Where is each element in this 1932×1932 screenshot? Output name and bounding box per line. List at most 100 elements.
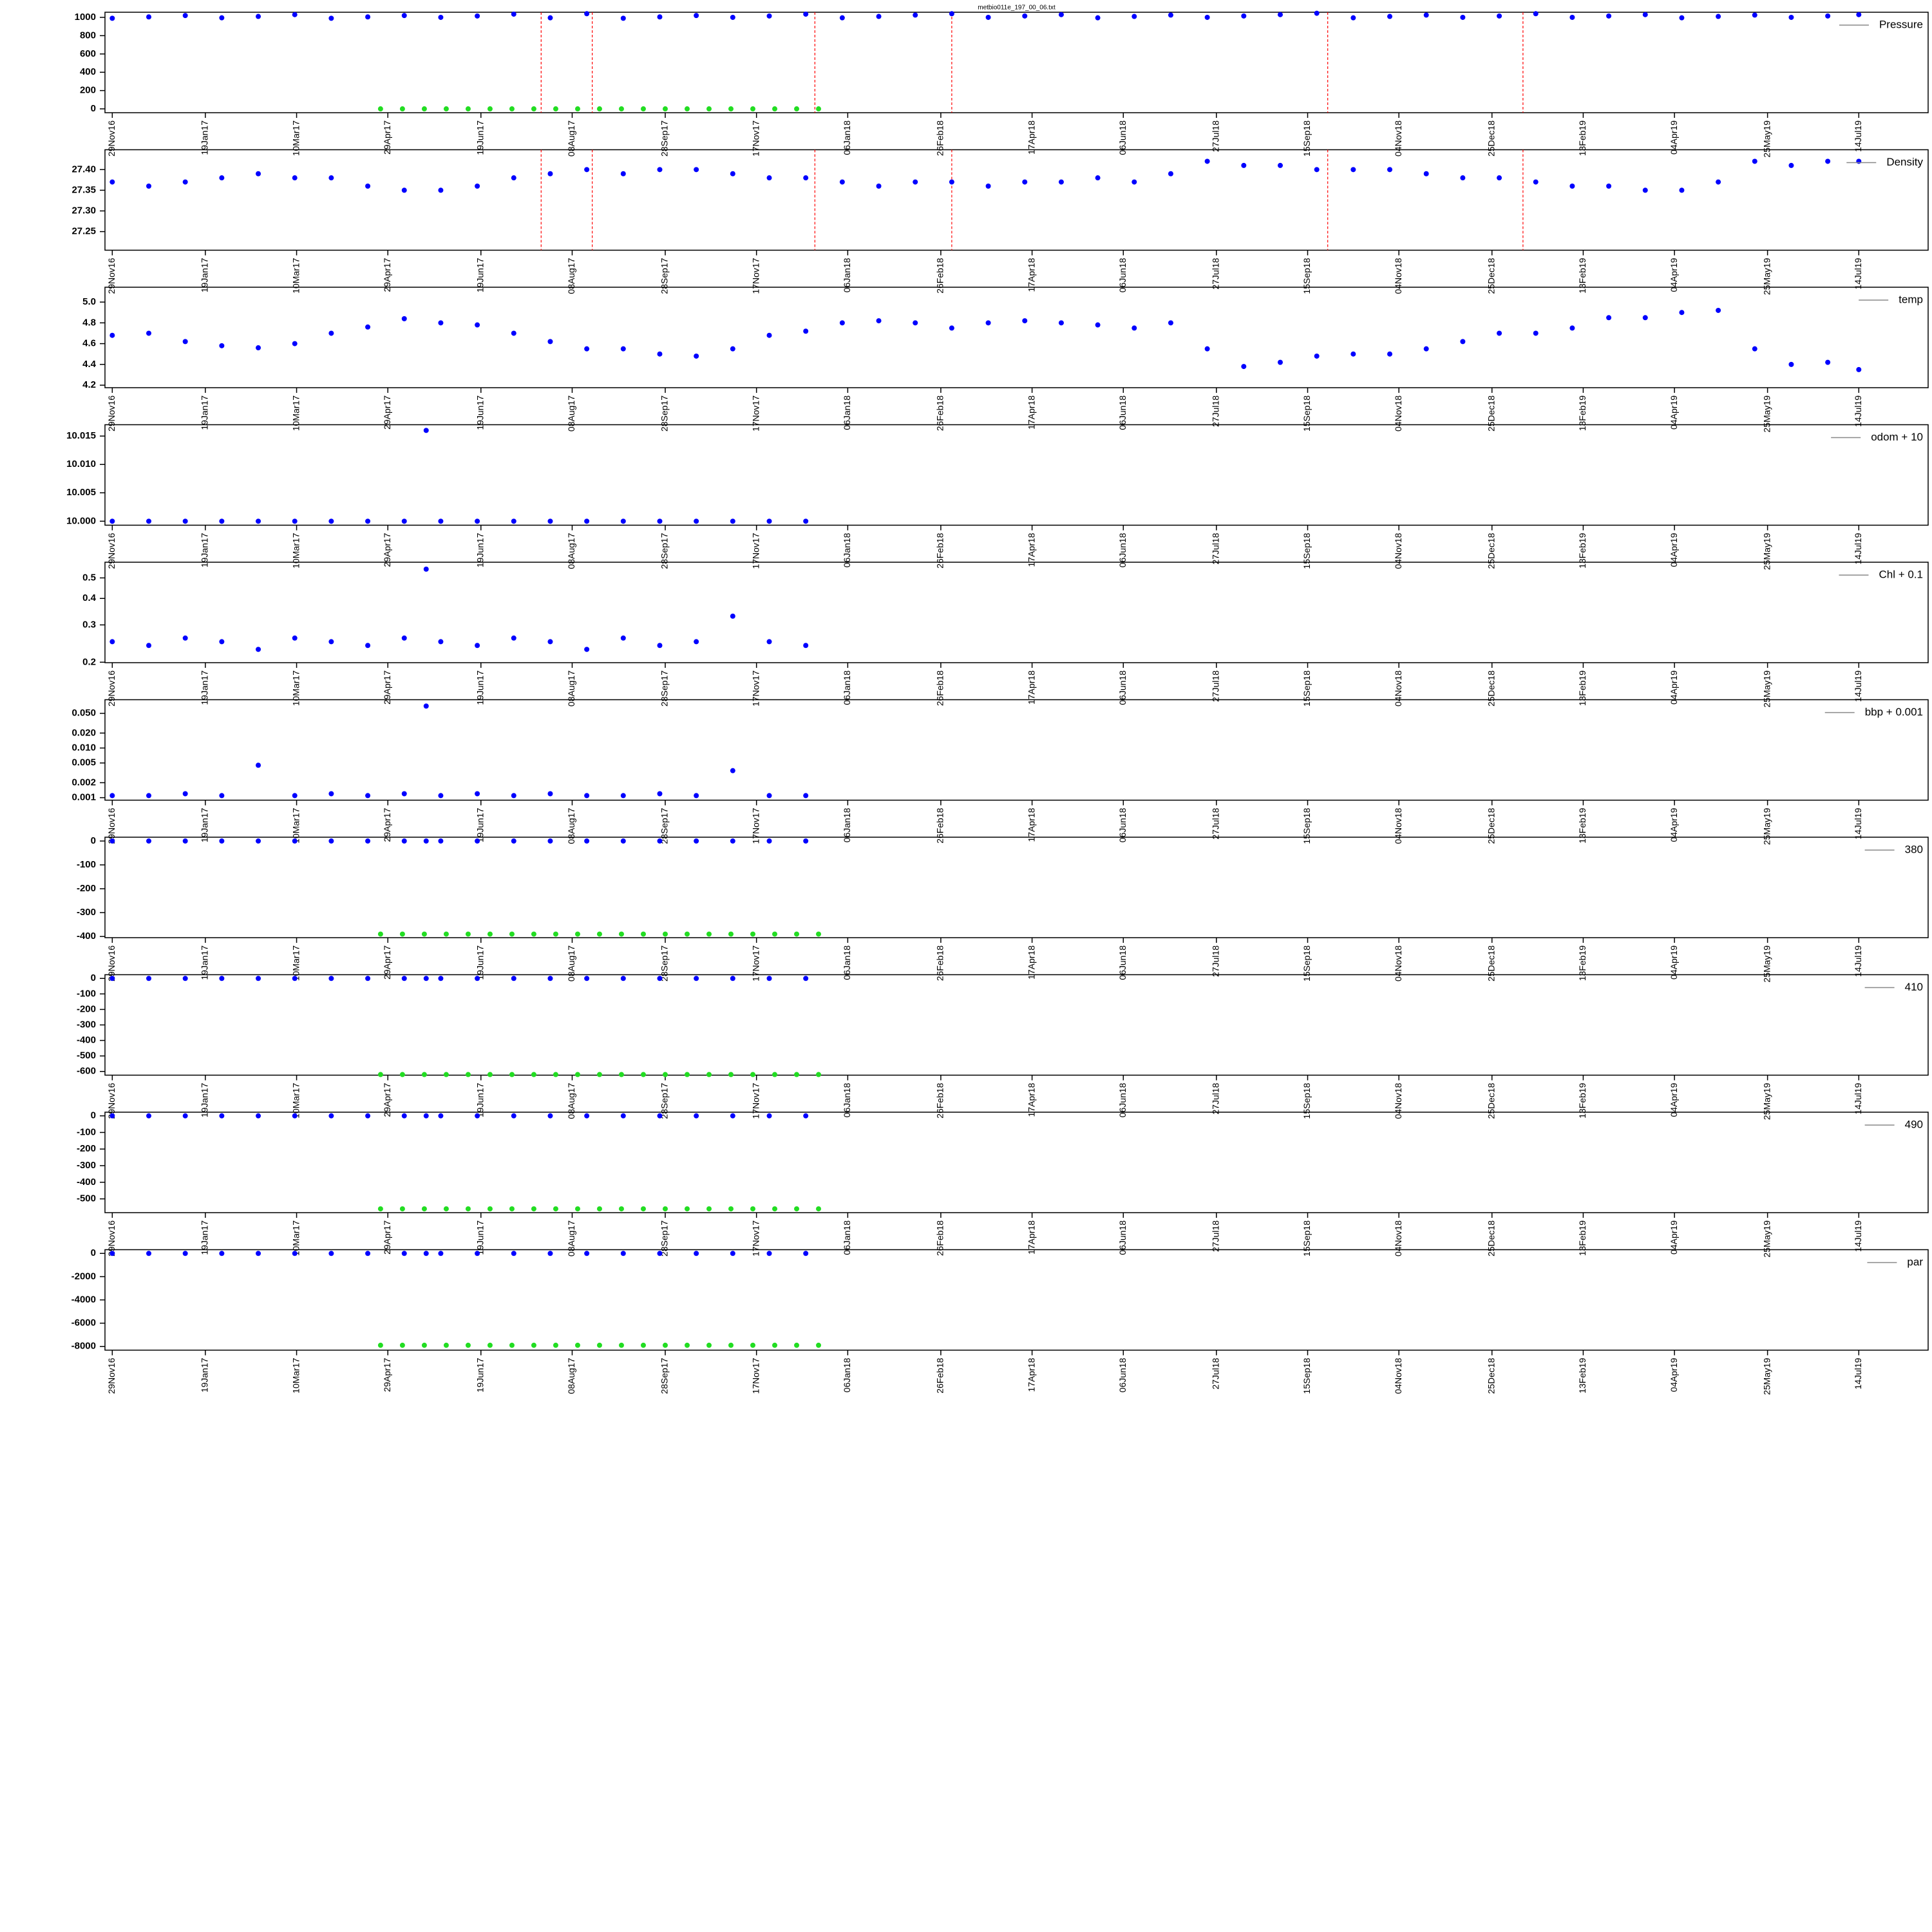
data-point	[766, 793, 772, 799]
data-point	[401, 1113, 407, 1119]
x-tick-label: 13Feb19	[1577, 945, 1587, 981]
x-tick-label: 19Jan17	[200, 1220, 210, 1255]
x-tick-label: 25Dec18	[1486, 1220, 1496, 1256]
data-point	[443, 1072, 449, 1077]
data-point	[328, 175, 334, 181]
x-tick-label: 27Jul18	[1211, 395, 1221, 427]
data-point	[816, 106, 822, 112]
x-tick-label: 04Nov18	[1393, 258, 1403, 294]
data-point	[365, 793, 371, 799]
data-point	[421, 106, 427, 112]
data-point	[620, 976, 626, 981]
data-point	[662, 1206, 668, 1212]
data-point	[1022, 179, 1028, 185]
x-tick-label: 15Sep18	[1302, 120, 1312, 156]
data-point	[377, 1206, 383, 1212]
y-tick-label: 10.005	[66, 487, 96, 498]
x-tick-label: 10Mar17	[290, 120, 301, 156]
data-point	[509, 1072, 515, 1077]
data-point	[182, 13, 188, 19]
data-point	[182, 1251, 188, 1256]
data-point	[438, 320, 444, 326]
x-tick-label: 13Feb19	[1577, 808, 1587, 843]
data-point	[1679, 310, 1685, 316]
data-point	[399, 106, 405, 112]
x-tick-label: 28Sep17	[659, 258, 670, 294]
data-point	[839, 179, 845, 185]
y-tick-label: -400	[77, 931, 96, 942]
data-point	[803, 793, 809, 799]
data-point	[766, 175, 772, 181]
x-tick-label: 29Nov16	[106, 670, 117, 706]
data-point	[256, 518, 261, 524]
data-point	[803, 1113, 809, 1119]
data-point	[584, 793, 590, 799]
data-point	[728, 1206, 734, 1212]
data-point	[365, 838, 371, 844]
data-point	[292, 518, 298, 524]
data-point	[949, 179, 954, 185]
data-point	[620, 346, 626, 352]
y-tick-label: -6000	[71, 1318, 96, 1329]
data-point	[657, 518, 663, 524]
data-point	[985, 320, 991, 326]
data-point	[421, 1342, 427, 1348]
x-tick-label: 14Jul19	[1853, 670, 1863, 702]
data-point	[511, 976, 516, 981]
data-point	[219, 1251, 225, 1256]
data-point	[553, 931, 558, 937]
data-point	[365, 324, 371, 330]
x-tick-label: 10Mar17	[290, 945, 301, 981]
y-tick-label: 27.25	[71, 226, 96, 237]
data-point	[584, 838, 590, 844]
data-point	[985, 14, 991, 20]
data-point	[547, 639, 553, 645]
data-point	[1423, 171, 1429, 176]
data-point	[620, 793, 626, 799]
data-point	[1241, 162, 1247, 168]
data-point	[839, 15, 845, 21]
data-point	[750, 1342, 756, 1348]
x-tick-label: 17Nov17	[750, 258, 761, 294]
data-point	[547, 976, 553, 981]
x-tick-label: 15Sep18	[1302, 533, 1312, 569]
data-point	[730, 14, 735, 20]
data-point	[1423, 346, 1429, 352]
data-point	[328, 838, 334, 844]
x-tick-label: 19Jun17	[475, 1220, 485, 1255]
data-point	[1423, 12, 1429, 18]
data-point	[728, 1342, 734, 1348]
x-tick-label: 19Jan17	[200, 670, 210, 705]
data-point	[328, 639, 334, 645]
x-tick-label: 04Nov18	[1393, 395, 1403, 431]
x-tick-label: 29Nov16	[106, 395, 117, 431]
data-point	[547, 838, 553, 844]
x-tick-label: 27Jul18	[1211, 1358, 1221, 1389]
data-point	[256, 838, 261, 844]
x-tick-label: 19Jan17	[200, 120, 210, 155]
data-point	[475, 791, 480, 797]
data-point	[109, 332, 115, 338]
data-point	[109, 179, 115, 185]
y-tick-label: 0.002	[71, 777, 96, 788]
data-point	[365, 518, 371, 524]
data-point	[730, 171, 735, 176]
x-tick-label: 19Jun17	[475, 670, 485, 705]
y-tick-label: -500	[77, 1050, 96, 1061]
x-tick-label: 06Jun18	[1117, 1083, 1128, 1117]
y-tick-label: -300	[77, 907, 96, 918]
x-tick-label: 06Jan18	[842, 670, 852, 705]
data-point	[1058, 179, 1064, 185]
data-point	[511, 838, 516, 844]
data-point	[547, 518, 553, 524]
data-point	[553, 1342, 558, 1348]
x-tick-label: 10Mar17	[290, 1358, 301, 1393]
y-tick-label: 4.4	[82, 359, 97, 370]
data-point	[657, 351, 663, 357]
x-tick-label: 29Nov16	[106, 120, 117, 156]
data-point	[816, 1342, 822, 1348]
data-point	[730, 1251, 735, 1256]
data-point	[684, 1072, 690, 1077]
